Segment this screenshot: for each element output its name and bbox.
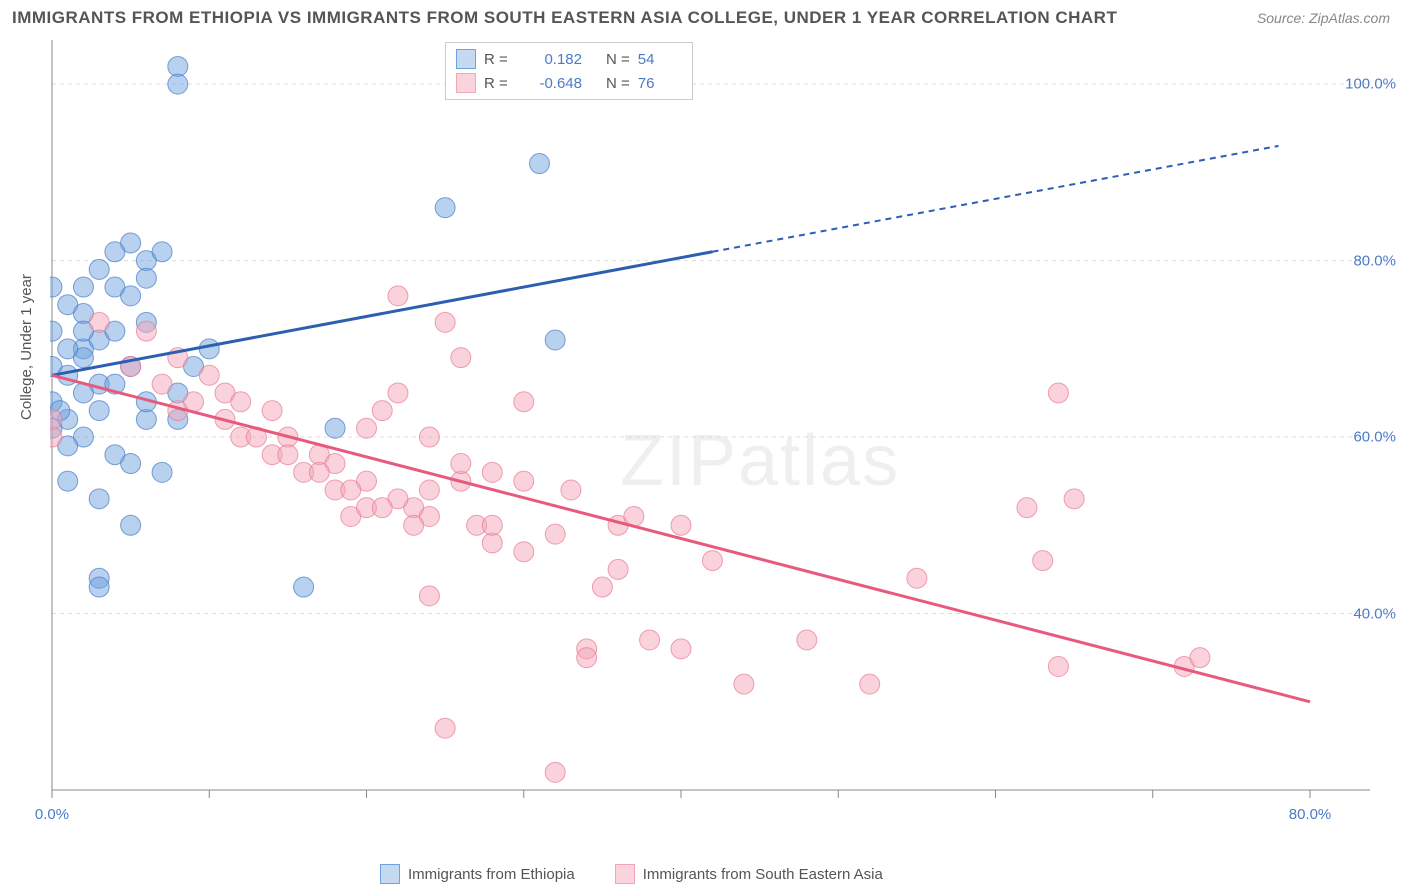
series-legend-label-1: Immigrants from South Eastern Asia — [643, 866, 883, 883]
series-legend-item-1: Immigrants from South Eastern Asia — [615, 864, 883, 884]
y-tick-label: 60.0% — [1353, 429, 1396, 446]
legend-swatch-pink — [456, 73, 476, 93]
x-tick-label: 80.0% — [1289, 806, 1332, 823]
y-tick-label: 80.0% — [1353, 252, 1396, 269]
source-attribution: Source: ZipAtlas.com — [1257, 10, 1390, 26]
n-label: N = — [606, 51, 630, 68]
y-tick-label: 100.0% — [1345, 76, 1396, 93]
n-value-1: 76 — [638, 75, 668, 92]
x-tick-label: 0.0% — [35, 806, 69, 823]
series-legend: Immigrants from Ethiopia Immigrants from… — [380, 864, 883, 884]
y-tick-label: 40.0% — [1353, 605, 1396, 622]
chart-svg — [50, 40, 1370, 820]
n-value-0: 54 — [638, 51, 668, 68]
correlation-legend: R = 0.182 N = 54 R = -0.648 N = 76 — [445, 42, 693, 100]
series-legend-item-0: Immigrants from Ethiopia — [380, 864, 575, 884]
r-value-1: -0.648 — [522, 75, 582, 92]
legend-swatch-blue — [456, 49, 476, 69]
r-label: R = — [484, 51, 514, 68]
r-label: R = — [484, 75, 514, 92]
correlation-legend-row-1: R = -0.648 N = 76 — [456, 71, 668, 95]
r-value-0: 0.182 — [522, 51, 582, 68]
legend-swatch-pink — [615, 864, 635, 884]
y-axis-label: College, Under 1 year — [18, 274, 35, 420]
legend-swatch-blue — [380, 864, 400, 884]
n-label: N = — [606, 75, 630, 92]
chart-title: IMMIGRANTS FROM ETHIOPIA VS IMMIGRANTS F… — [12, 8, 1117, 28]
correlation-legend-row-0: R = 0.182 N = 54 — [456, 47, 668, 71]
chart-plot-area — [50, 40, 1370, 820]
series-legend-label-0: Immigrants from Ethiopia — [408, 866, 575, 883]
